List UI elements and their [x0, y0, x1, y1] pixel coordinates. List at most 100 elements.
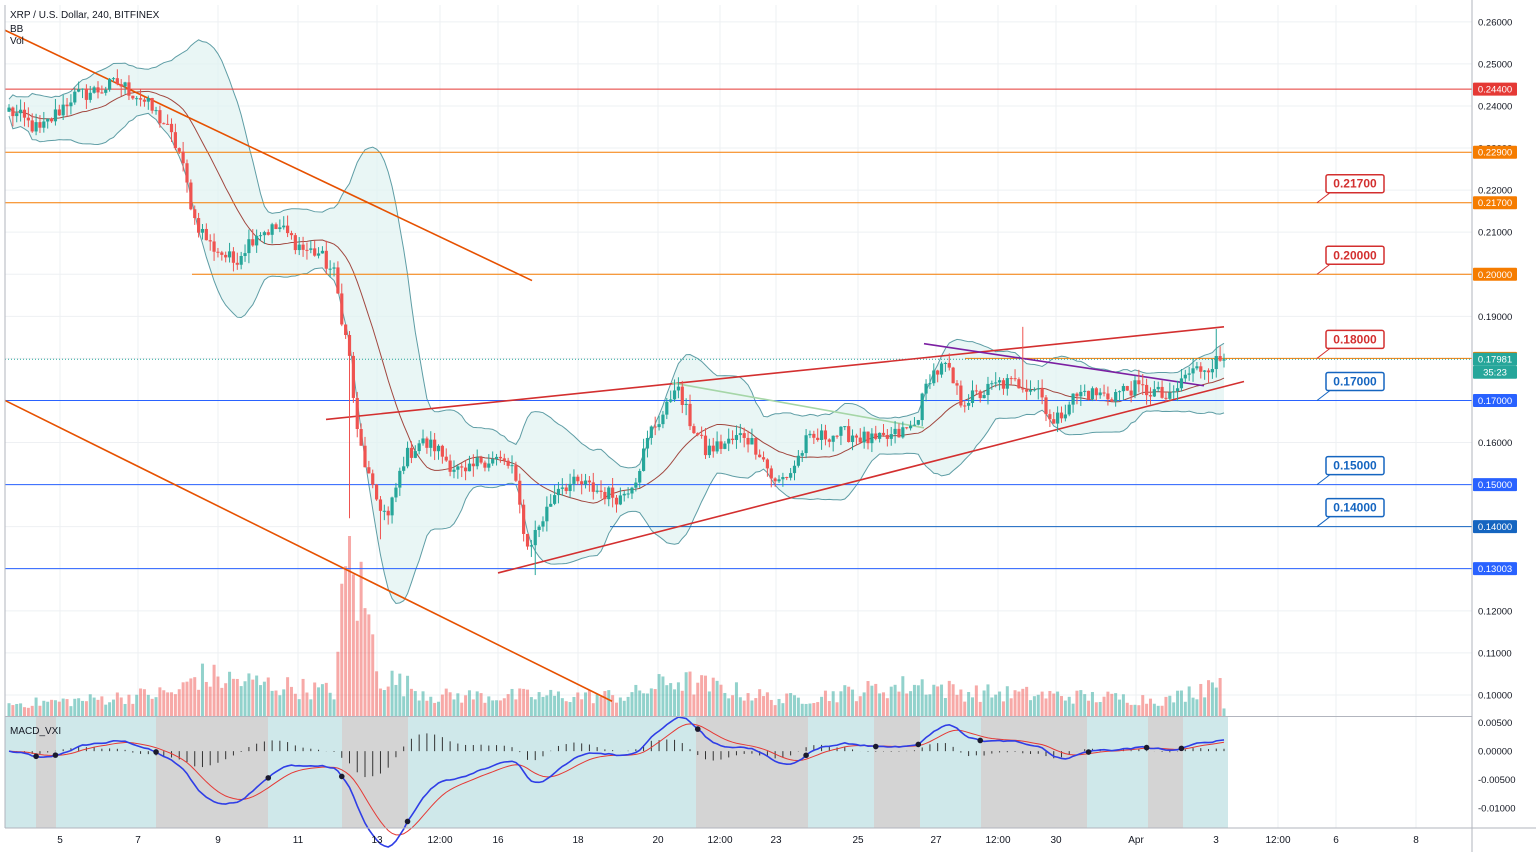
time-tick-label: 12:00 — [707, 835, 732, 846]
candle-body — [522, 504, 526, 534]
candle-body — [978, 391, 982, 399]
volume-bar — [1106, 691, 1110, 716]
volume-bar — [367, 614, 371, 716]
callout-box[interactable] — [1325, 371, 1385, 392]
volume-bar — [355, 620, 359, 716]
macd-zone — [1183, 717, 1228, 828]
volume-bar — [553, 695, 557, 716]
volume-bar — [278, 695, 282, 716]
vol-indicator-label[interactable]: Vol — [10, 36, 24, 47]
candle-body — [881, 432, 886, 435]
candle-body — [727, 438, 731, 444]
candle-body — [545, 506, 549, 522]
candle-body — [928, 383, 932, 385]
macd-zone — [36, 717, 56, 828]
volume-bar — [11, 705, 15, 716]
macd-tick-label: -0.01000 — [1478, 804, 1516, 815]
candle-body — [436, 445, 441, 452]
volume-bar — [916, 685, 920, 716]
volume-bar — [595, 694, 599, 716]
price-badge-label: 0.22900 — [1478, 148, 1512, 159]
candle-body — [336, 267, 340, 294]
macd-zone — [981, 717, 1087, 828]
volume-bar — [1214, 687, 1218, 716]
candle-body — [723, 443, 727, 449]
time-tick-label: 6 — [1333, 835, 1339, 846]
volume-bar — [30, 705, 34, 716]
callout-box[interactable] — [1325, 173, 1385, 194]
macd-indicator-label[interactable]: MACD_VXI — [10, 726, 62, 737]
volume-bar — [235, 678, 239, 716]
candle-body — [758, 454, 762, 458]
countdown-badge — [1473, 365, 1517, 379]
volume-bar — [893, 684, 897, 716]
candle-body — [324, 250, 328, 269]
symbol-title[interactable]: XRP / U.S. Dollar, 240, BITFINEX — [10, 10, 160, 21]
price-badge — [1473, 196, 1517, 210]
volume-bar — [506, 694, 510, 716]
candle-body — [1199, 366, 1203, 372]
level-callouts[interactable]: 0.21700 0.20000 0.18000 0.17000 0.15000 0.140… — [1316, 173, 1385, 528]
candle-body — [1005, 378, 1009, 389]
volume-bar — [746, 693, 750, 716]
candle-body — [166, 123, 170, 125]
volume-bar — [1199, 683, 1203, 716]
candle-body — [1203, 370, 1207, 372]
callout-pointer — [1316, 348, 1331, 359]
macd-zone — [342, 717, 408, 828]
callout-box[interactable] — [1325, 455, 1385, 476]
price-badge — [1473, 562, 1517, 576]
volume-bar — [50, 699, 54, 716]
volume-bar — [498, 700, 502, 716]
candle-body — [38, 122, 42, 128]
volume-bar — [994, 694, 998, 716]
price-tick-label: 0.22000 — [1478, 186, 1512, 197]
volume-bar — [1048, 690, 1052, 716]
candle-body — [1152, 389, 1156, 397]
candle-body — [1191, 368, 1195, 374]
candle-body — [332, 267, 336, 269]
volume-bar — [823, 690, 827, 716]
candle-body — [669, 399, 673, 402]
candle-body — [676, 386, 681, 391]
callout-box[interactable] — [1325, 329, 1385, 350]
price-badges: 0.244000.229000.217000.200000.180000.179… — [1473, 82, 1517, 576]
volume-bar — [878, 693, 882, 716]
candle-body — [1090, 388, 1095, 400]
time-tick-label: Apr — [1128, 835, 1144, 846]
volume-bar — [1152, 703, 1156, 716]
volume-bar — [479, 693, 483, 716]
candle-body — [970, 390, 975, 404]
candle-body — [529, 545, 533, 547]
callout-box[interactable] — [1325, 245, 1385, 266]
volume-bar — [185, 681, 189, 716]
candle-body — [96, 87, 100, 93]
volume-bar — [375, 671, 379, 716]
candle-body — [905, 427, 909, 429]
volume-bar — [611, 695, 615, 716]
macd-zone — [1148, 717, 1183, 828]
time-tick-label: 12:00 — [985, 835, 1010, 846]
volume-bar — [1191, 697, 1195, 716]
candle-body — [494, 456, 499, 459]
volume-bar — [734, 682, 738, 716]
candle-body — [444, 456, 448, 461]
volume-bar — [1172, 702, 1176, 716]
price-tick-label: 0.25000 — [1478, 59, 1512, 70]
candle-body — [665, 401, 669, 415]
candle-body — [738, 433, 742, 436]
price-badge — [1473, 82, 1517, 96]
candle-body — [1013, 378, 1017, 380]
volume-bar — [1222, 708, 1226, 716]
candle-body — [792, 465, 797, 474]
candles[interactable] — [7, 69, 1226, 576]
candle-body — [936, 370, 940, 375]
bb-indicator-label[interactable]: BB — [10, 24, 24, 35]
volume-bar — [1183, 701, 1187, 716]
volume-bar — [444, 688, 448, 716]
candle-body — [804, 435, 808, 454]
bb-lower — [8, 112, 1225, 605]
callout-box[interactable] — [1325, 497, 1385, 518]
